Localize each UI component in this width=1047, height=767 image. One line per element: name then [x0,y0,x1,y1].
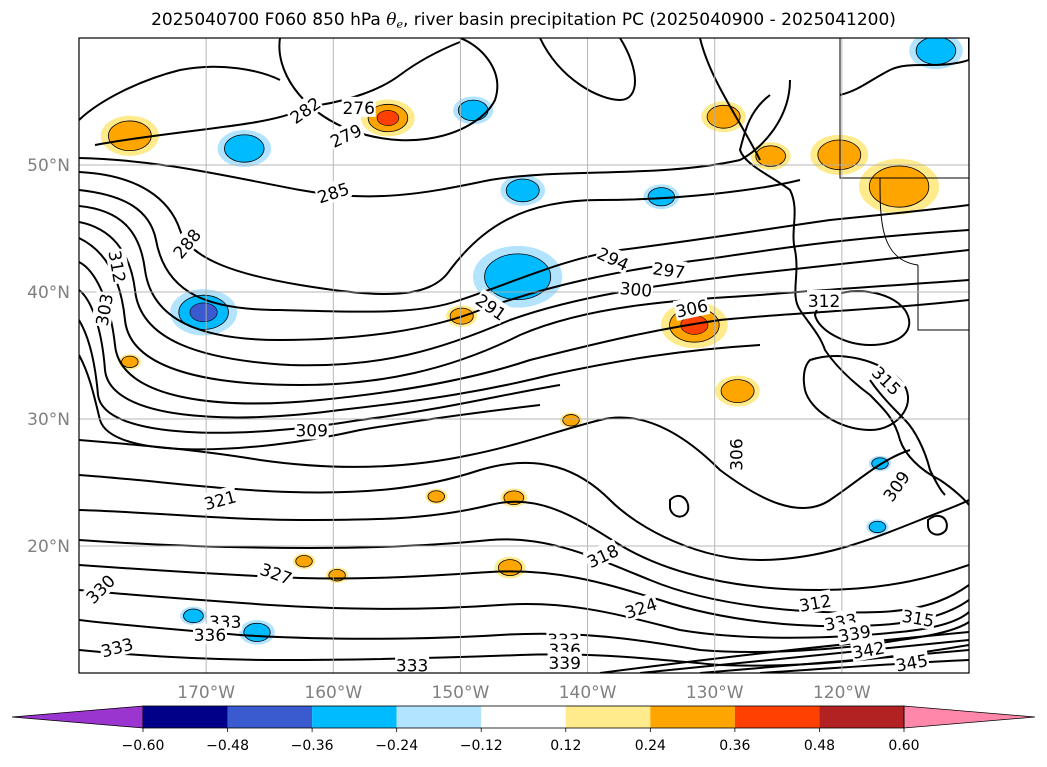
precipitation-pc-patches [100,38,963,645]
lon-tick-label: 150°W [432,683,490,703]
title-prefix: 2025040700 F060 850 hPa [151,10,387,30]
precip-patch [500,174,546,206]
precip-patch [750,142,791,170]
contour-label: 309 [294,419,329,441]
colorbar-band [312,706,397,728]
precip-patch [810,134,869,175]
colorbar-tick-label: 0.36 [719,738,750,754]
colorbar-band [227,706,313,728]
colorbar-band [819,706,904,728]
colorbar-tick-label: 0.60 [888,738,919,754]
precip-patch [118,354,142,370]
lat-tick-label: 50°N [27,156,70,176]
svg-text:309: 309 [295,421,327,441]
latitude-tick-labels: 20°N 30°N 40°N 50°N [27,156,70,557]
svg-text:276: 276 [342,99,374,119]
plot-frame [78,37,970,674]
precip-patch [559,412,583,428]
precip-patch [866,519,889,535]
longitude-tick-labels: 170°W 160°W 150°W 140°W 130°W 120°W [177,683,871,703]
lat-tick-label: 40°N [27,283,70,303]
svg-text:306: 306 [727,438,747,470]
contour-label: 312 [796,589,834,617]
precip-patch [715,375,760,407]
colorbar-tick-label: −0.24 [375,738,418,754]
colorbar-tick-label: −0.48 [206,738,249,754]
contour-label: 312 [103,247,131,285]
lat-tick-label: 30°N [27,410,70,430]
contour-label: 312 [807,289,842,312]
colorbar-tick-label: 0.24 [635,738,666,754]
precip-patch [217,129,272,168]
precip-patch [500,488,528,507]
colorbar-extend-high [903,705,1036,729]
precip-patch [909,38,963,70]
precip-patch [100,115,159,156]
colorbar-band [481,706,566,728]
svg-text:312: 312 [808,292,840,312]
contour-label: 297 [650,257,688,284]
contour-label: 303 [90,291,118,329]
title-suffix: , river basin precipitation PC (20250409… [402,10,896,30]
svg-text:300: 300 [619,279,653,302]
contour-label: 336 [192,623,227,646]
contour-label: 345 [893,649,931,676]
lon-tick-label: 120°W [813,683,871,703]
lon-tick-label: 130°W [686,683,744,703]
title-theta-subscript: e [396,18,403,31]
graticule [79,38,969,673]
colorbar-band [650,706,735,728]
precip-patch [494,556,526,579]
chart-title: 2025040700 F060 850 hPa θe, river basin … [0,10,1047,31]
colorbar-tick-label: −0.60 [122,738,165,754]
lon-tick-label: 140°W [559,683,617,703]
contour-label: 276 [341,96,376,119]
colorbar-tick-label: −0.36 [291,738,334,754]
precip-patch [180,606,207,626]
svg-text:297: 297 [651,259,686,283]
colorbar-tick-label: 0.48 [804,738,835,754]
contour-label: 339 [547,651,582,674]
contour-label: 300 [618,277,654,302]
contour-label: 306 [672,294,711,323]
colorbar: −0.60 −0.48 −0.36 −0.24 −0.12 0.12 0.24 0.36 0.4… [11,705,1036,754]
lon-tick-label: 160°W [304,683,362,703]
svg-text:336: 336 [194,626,226,646]
colorbar-band [396,706,482,728]
contour-label: 306 [725,437,747,472]
svg-text:345: 345 [894,651,929,676]
colorbar-extend-low [11,705,144,729]
precip-patch [325,567,349,583]
precip-patch [643,184,680,210]
colorbar-band [143,706,228,728]
colorbar-band [565,706,651,728]
precip-patch [239,620,275,645]
precip-patch [701,101,746,133]
svg-text:339: 339 [548,654,580,674]
precip-patch [858,158,940,215]
contour-label: 333 [395,654,430,676]
lat-tick-label: 20°N [27,537,70,557]
coastlines [94,38,969,506]
colorbar-tick-label: 0.12 [550,738,581,754]
colorbar-band [734,706,820,728]
colorbar-tick-label: −0.12 [460,738,503,754]
svg-text:333: 333 [396,656,428,676]
precip-patch [292,553,316,569]
country-borders [839,38,969,331]
lon-tick-label: 170°W [177,683,235,703]
precip-patch [425,488,448,505]
theta-e-contours [79,38,969,673]
title-theta-symbol: θ [386,10,397,30]
precip-patch [170,289,238,336]
